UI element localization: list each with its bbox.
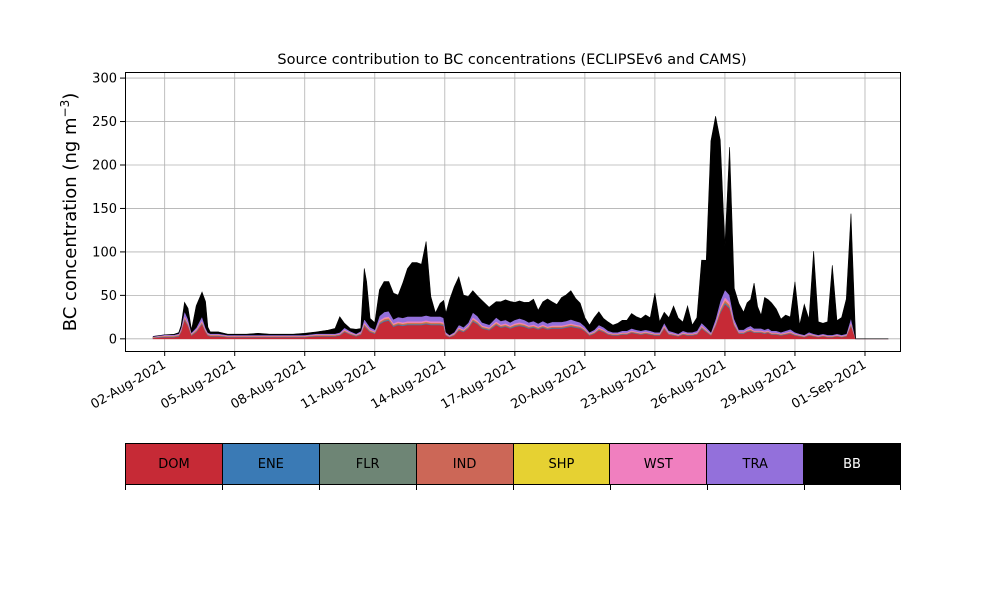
grid	[125, 72, 900, 351]
legend-item-shp: SHP	[513, 444, 611, 484]
legend-ticks	[125, 485, 901, 491]
y-tick-label: 150	[92, 202, 117, 217]
y-tick-label: 300	[92, 72, 117, 87]
legend-tick-mark	[513, 485, 514, 490]
legend-label: IND	[452, 456, 477, 472]
y-tick-label: 100	[92, 245, 117, 260]
legend-tick-mark	[319, 485, 320, 490]
legend-item-flr: FLR	[319, 444, 417, 484]
y-axis: 0 50 100 150 200 250 300	[92, 72, 125, 347]
y-axis-label-text: BC concentration (ng m	[60, 117, 81, 331]
y-tick-label: 50	[100, 289, 117, 304]
legend-label: FLR	[355, 456, 380, 472]
legend-colorbar: DOM ENE FLR IND SHP WST TRA BB	[125, 443, 901, 485]
legend-tick-mark	[707, 485, 708, 490]
legend-label: ENE	[257, 456, 284, 472]
legend-item-dom: DOM	[126, 444, 223, 484]
legend-item-bb: BB	[804, 444, 900, 484]
legend-tick-mark	[900, 485, 901, 490]
legend-item-ind: IND	[416, 444, 514, 484]
legend-item-wst: WST	[610, 444, 708, 484]
stacked-areas	[152, 116, 889, 340]
area-bb	[152, 116, 889, 340]
legend-tick-mark	[125, 485, 126, 490]
y-axis-label: BC concentration (ng m−3)	[58, 93, 81, 332]
plot-frame	[125, 72, 901, 352]
legend-tick-mark	[416, 485, 417, 490]
legend-item-tra: TRA	[707, 444, 805, 484]
legend-label: SHP	[548, 456, 575, 472]
y-axis-label-superscript: −3	[58, 100, 72, 118]
legend-label: DOM	[158, 456, 190, 472]
legend-tick-mark	[610, 485, 611, 490]
y-axis-label-close: )	[60, 93, 81, 100]
y-tick-label: 250	[92, 115, 117, 130]
legend-label: BB	[843, 456, 861, 472]
legend-tick-mark	[804, 485, 805, 490]
legend-item-ene: ENE	[222, 444, 320, 484]
legend-tick-mark	[222, 485, 223, 490]
legend-label: WST	[643, 456, 673, 472]
y-tick-label: 200	[92, 159, 117, 174]
y-tick-label: 0	[109, 332, 117, 347]
chart-title: Source contribution to BC concentrations…	[277, 52, 746, 68]
legend-label: TRA	[742, 456, 768, 472]
